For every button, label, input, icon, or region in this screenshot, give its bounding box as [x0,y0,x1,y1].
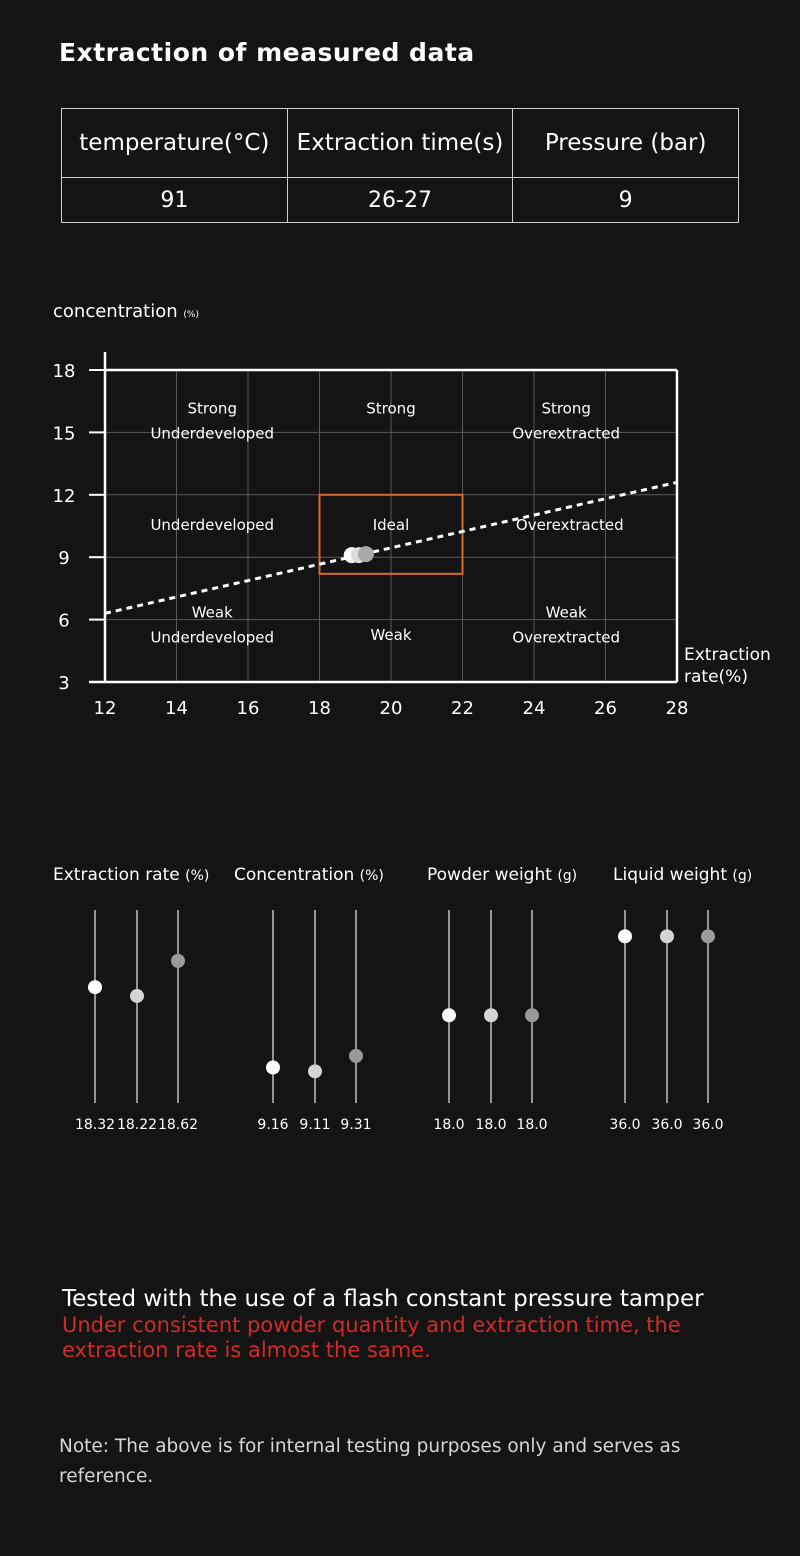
zone-label: Strong [188,399,237,417]
mini-chart-value-label: 18.22 [117,1117,157,1133]
mini-chart-value-label: 36.0 [609,1117,640,1133]
x-tick-label: 18 [308,698,331,719]
y-tick-label: 15 [53,423,76,444]
zone-label: Underdeveloped [150,424,274,442]
x-tick-label: 12 [94,698,117,719]
header-temperature: temperature(°C) [61,108,288,178]
zone-label: Strong [366,399,415,417]
header-extraction-time: Extraction time(s) [286,108,514,178]
zone-label: Ideal [373,516,410,534]
zone-label: Underdeveloped [150,628,274,646]
mini-chart-point [618,929,632,944]
x-axis-label: rate(%) [684,667,748,687]
mini-chart-point [349,1048,363,1063]
x-tick-label: 22 [451,698,474,719]
data-point [357,546,374,563]
extraction-chart: 3 6 9 12 15 18 12 14 16 18 20 22 24 26 28 concentration… [53,301,771,719]
mini-chart-point [442,1008,456,1023]
mini-chart-title: Liquid weight (g) [613,865,752,885]
mini-chart-point [266,1060,280,1075]
mini-chart-value-label: 36.0 [651,1117,682,1133]
x-tick-label: 20 [380,698,403,719]
table-header-row: temperature(°C) Extraction time(s) Press… [61,108,739,178]
mini-chart-value-label: 18.0 [433,1117,464,1133]
mini-chart-value-label: 9.16 [257,1117,288,1133]
y-tick-label: 12 [53,486,76,507]
trend-line [104,480,678,615]
y-tick-label: 6 [58,611,69,632]
measurement-charts: Extraction rate (%) 18.32 18.22 18.62 Concen… [53,865,752,1133]
mini-chart-value-label: 9.31 [340,1117,371,1133]
parameter-table: temperature(°C) Extraction time(s) Press… [61,108,739,223]
note-text: Note: The above is for internal testing … [59,1436,681,1487]
mini-chart-point [88,980,102,995]
y-tick-label: 3 [58,673,69,694]
table-row: 91 26-27 9 [61,177,739,223]
mini-chart-value-label: 18.0 [475,1117,506,1133]
x-tick-label: 26 [594,698,617,719]
zone-label: Underdeveloped [150,516,274,534]
x-tick-label: 24 [523,698,546,719]
ideal-zone-box [318,493,464,575]
mini-chart-point [660,929,674,944]
cell-temperature: 91 [61,177,288,223]
mini-chart-title: Concentration (%) [234,865,384,885]
mini-chart-value-label: 36.0 [692,1117,723,1133]
page-title: Extraction of measured data [59,38,475,67]
mini-chart-point [484,1008,498,1023]
x-tick-label: 14 [165,698,188,719]
footer-highlight: Under consistent powder quantity and ext… [62,1313,681,1362]
mini-chart-point [130,988,144,1003]
zone-label: Overextracted [512,628,620,646]
mini-chart-point [701,929,715,944]
mini-chart-value-label: 9.11 [299,1117,330,1133]
mini-chart-point [525,1008,539,1023]
zone-label: Overextracted [512,424,620,442]
cell-pressure: 9 [512,177,739,223]
y-tick-label: 18 [53,361,76,382]
zone-label: Strong [541,399,590,417]
cell-extraction-time: 26-27 [286,177,514,223]
x-tick-label: 28 [666,698,689,719]
zone-label: Weak [546,603,587,621]
y-axis-label: concentration (%) [53,301,199,322]
footer-statement: Tested with the use of a flash constant … [62,1286,704,1312]
x-tick-label: 16 [237,698,260,719]
mini-chart-value-label: 18.0 [516,1117,547,1133]
mini-chart-title: Extraction rate (%) [53,865,209,885]
mini-chart-value-label: 18.32 [75,1117,115,1133]
mini-chart-value-label: 18.62 [158,1117,198,1133]
y-tick-label: 9 [58,548,69,569]
x-axis-label: Extraction [684,645,771,665]
zone-label: Weak [370,626,411,644]
zone-label: Weak [192,603,233,621]
mini-chart-point [308,1064,322,1079]
mini-chart-title: Powder weight (g) [427,865,577,885]
mini-chart-point [171,953,185,968]
zone-label: Overextracted [516,516,624,534]
header-pressure: Pressure (bar) [512,108,739,178]
